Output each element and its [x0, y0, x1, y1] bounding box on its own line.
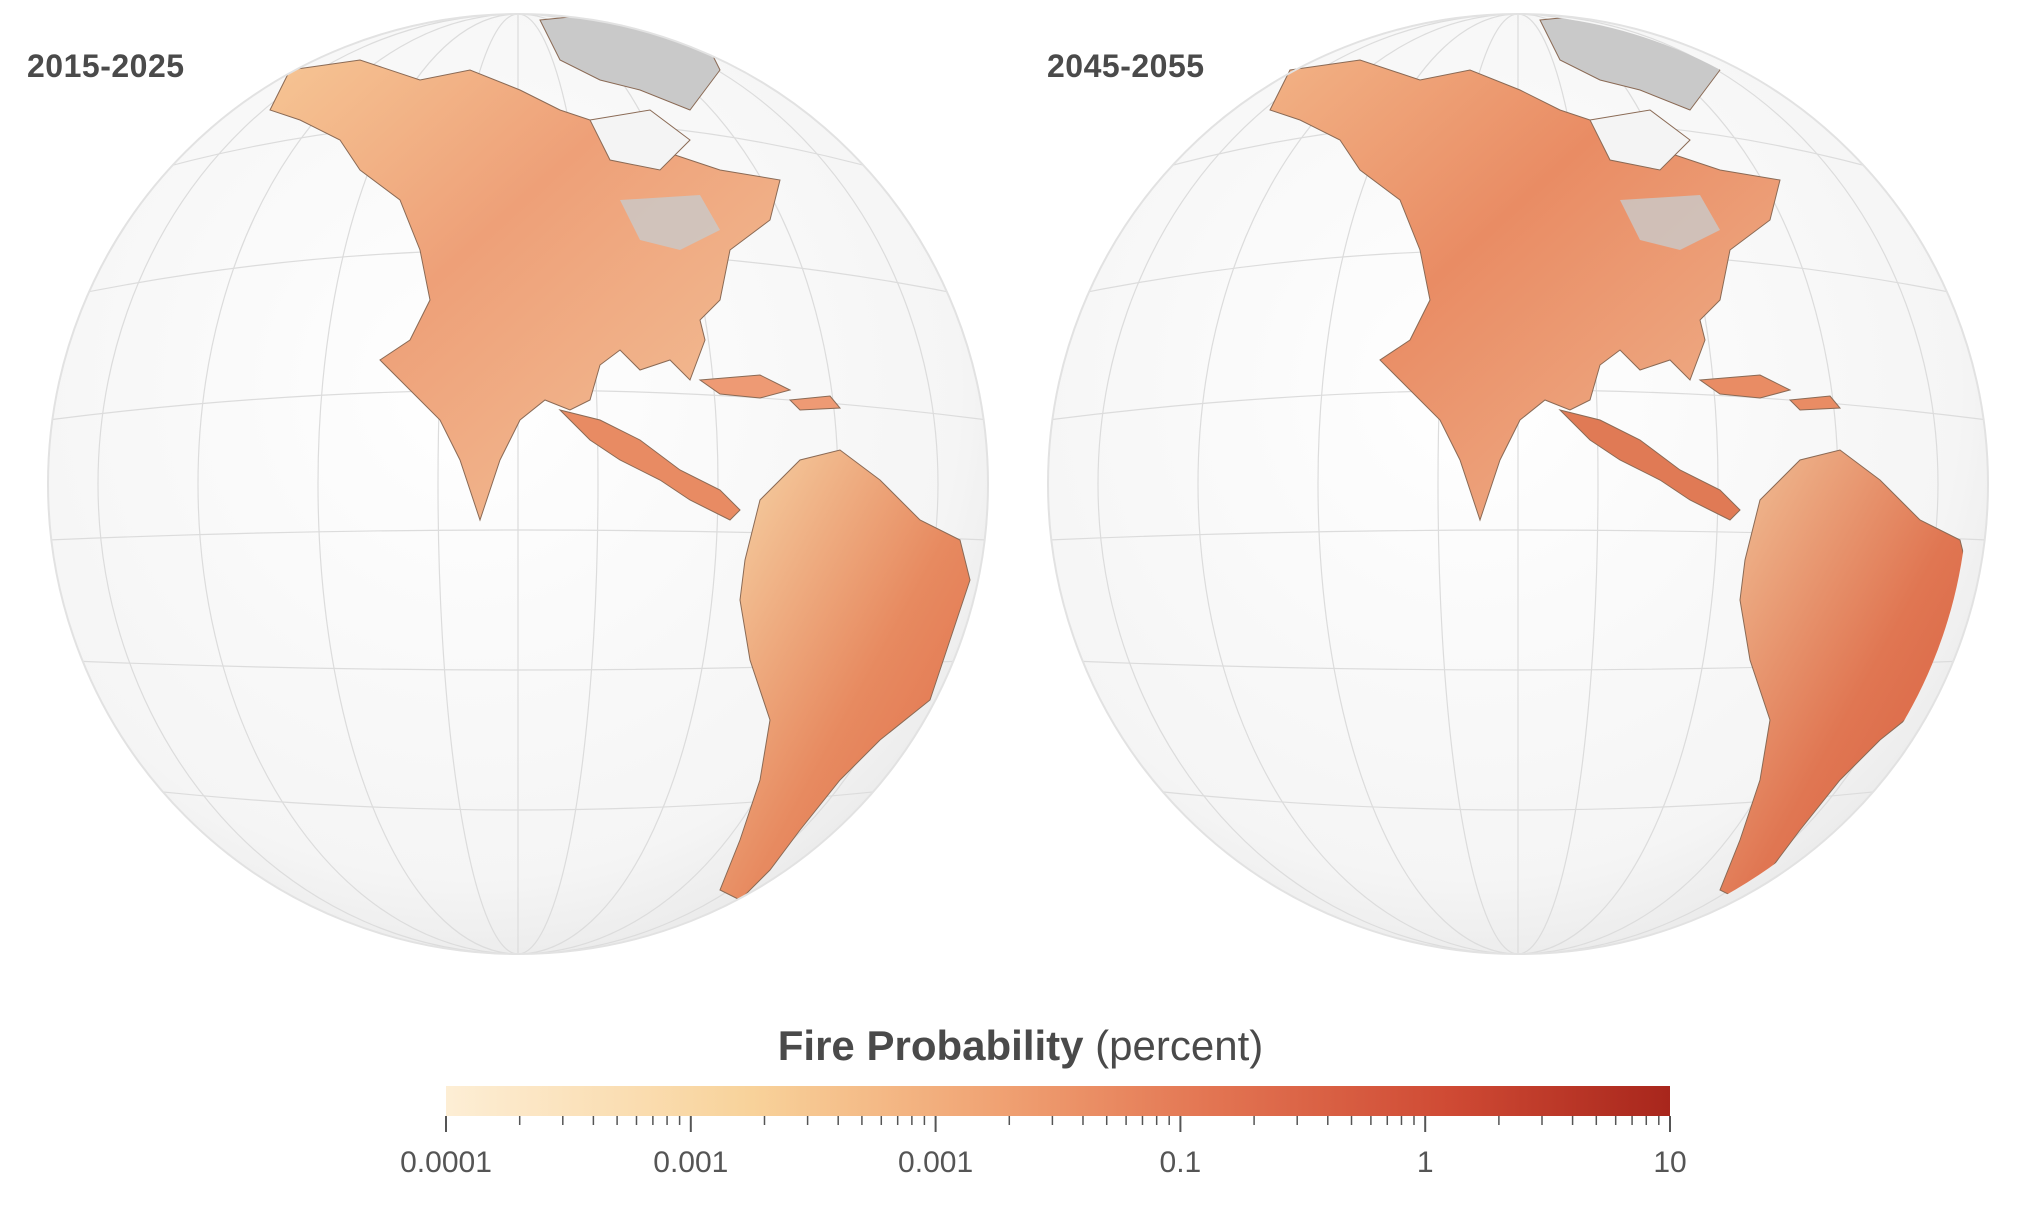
tick-label: 0.001	[898, 1146, 974, 1179]
period-label: 2015-2025	[27, 48, 185, 84]
tick-label: 1	[1416, 1146, 1434, 1179]
legend-title: Fire Probability (percent)	[0, 1022, 2041, 1070]
tick-label: 0.0001	[400, 1146, 492, 1179]
globe-map	[1047, 13, 1989, 955]
tick-label: 10	[1653, 1146, 1687, 1179]
graticule	[1048, 14, 1988, 954]
map-panel-2045-2055: 2045-2055	[1020, 0, 2040, 980]
period-label: 2045-2055	[1047, 48, 1205, 84]
colorbar	[446, 1086, 1670, 1116]
globe-map	[47, 13, 989, 955]
legend-unit: (percent)	[1095, 1022, 1264, 1069]
tick-label: 0.001	[653, 1146, 729, 1179]
map-panel-2015-2025: 2015-2025	[0, 0, 1020, 980]
legend-title-text: Fire Probability	[777, 1022, 1084, 1069]
land-masses	[1269, 14, 1968, 901]
legend: Fire Probability (percent) 0.0001 0.001 0.…	[0, 1010, 2041, 1214]
tick-label: 0.1	[1159, 1146, 1202, 1179]
land-masses	[269, 14, 971, 901]
colorbar-ticks	[445, 1116, 1671, 1132]
